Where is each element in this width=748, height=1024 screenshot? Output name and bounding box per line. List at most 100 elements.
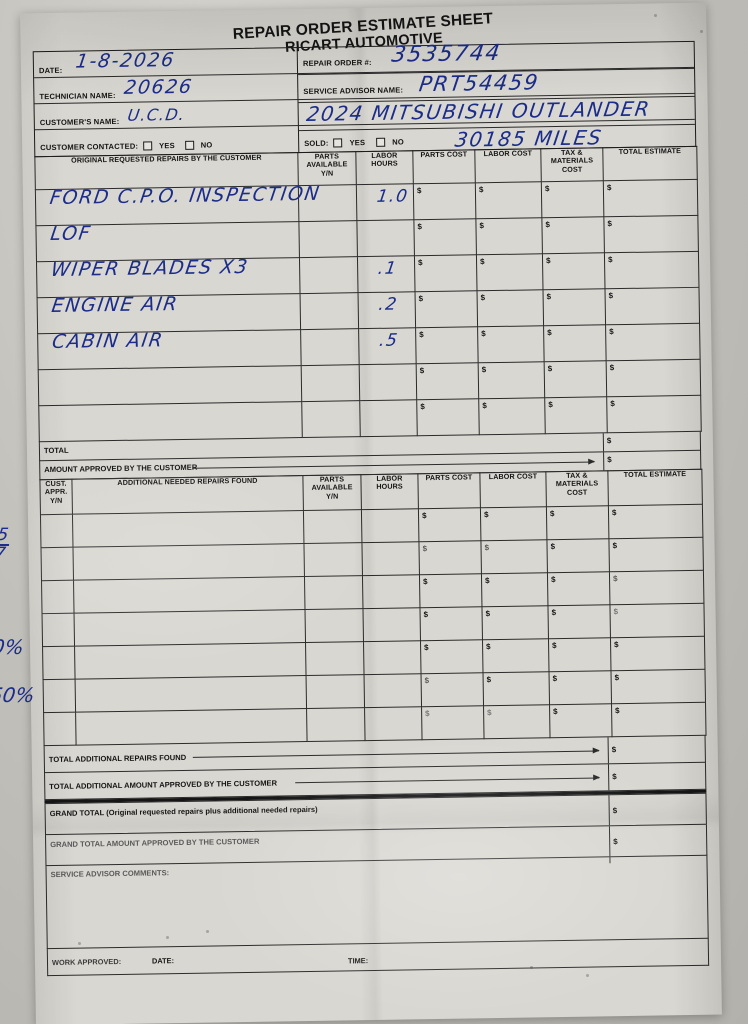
- customer-value[interactable]: U.C.D.: [126, 104, 187, 125]
- original-row-0-description-cell[interactable]: FORD C.P.O. INSPECTION: [35, 183, 322, 226]
- additional-row-1-description[interactable]: [72, 543, 305, 581]
- original-row-4-tax-cost[interactable]: $: [543, 324, 607, 362]
- original-row-0-parts-cost[interactable]: $: [413, 182, 476, 220]
- additional-row-1-labor-hours[interactable]: [361, 541, 420, 576]
- grand-total-approved-amount[interactable]: $: [608, 824, 707, 857]
- original-row-6-labor-cost[interactable]: $: [478, 397, 546, 435]
- footer-time-label[interactable]: TIME:: [347, 956, 369, 966]
- additional-row-0-labor-hours[interactable]: [361, 508, 419, 543]
- additional-row-3-parts-available[interactable]: [304, 608, 364, 643]
- additional-row-0-parts-available[interactable]: [303, 509, 362, 544]
- original-row-6-parts-cost[interactable]: $: [416, 398, 480, 436]
- original-row-2-parts-cost[interactable]: $: [414, 254, 478, 292]
- customer-contacted-yes-checkbox[interactable]: [143, 141, 153, 151]
- additional-row-5-parts-cost[interactable]: $: [421, 672, 484, 707]
- original-row-1-total-estimate[interactable]: $: [603, 215, 699, 253]
- original-row-2-description-cell[interactable]: WIPER BLADES X3: [36, 256, 301, 298]
- additional-row-0-parts-cost[interactable]: $: [418, 507, 481, 542]
- original-row-4-total-estimate[interactable]: $: [605, 323, 701, 361]
- original-row-6-total-estimate[interactable]: $: [606, 395, 702, 433]
- additional-row-2-cust-appr[interactable]: [41, 580, 75, 614]
- additional-row-5-tax-cost[interactable]: $: [548, 670, 612, 705]
- additional-row-5-description[interactable]: [75, 675, 307, 713]
- additional-row-6-parts-available[interactable]: [306, 707, 366, 742]
- additional-row-6-total-estimate[interactable]: $: [611, 702, 707, 737]
- additional-row-4-labor-hours[interactable]: [363, 640, 422, 675]
- additional-row-6-description[interactable]: [75, 708, 308, 746]
- additional-row-2-total-estimate[interactable]: $: [609, 570, 704, 605]
- additional-row-0-description[interactable]: [72, 510, 304, 548]
- original-row-4-labor-cost[interactable]: $: [477, 325, 545, 363]
- original-row-4-parts-available[interactable]: [300, 328, 360, 366]
- original-row-0-labor-hours-cell[interactable]: 1.0: [356, 183, 414, 221]
- original-row-5-labor-hours-cell[interactable]: [359, 363, 417, 401]
- original-row-3-labor-hours-cell[interactable]: .2: [358, 291, 416, 329]
- additional-row-3-description[interactable]: [74, 609, 306, 647]
- original-row-5-description-cell[interactable]: [38, 365, 302, 406]
- additional-row-5-parts-available[interactable]: [306, 674, 365, 709]
- footer-date-label[interactable]: DATE:: [151, 956, 175, 966]
- original-row-3-tax-cost[interactable]: $: [542, 288, 606, 326]
- original-row-6-description-cell[interactable]: [38, 401, 303, 442]
- additional-row-0-labor-cost[interactable]: $: [480, 506, 547, 541]
- additional-row-5-labor-cost[interactable]: $: [483, 671, 550, 706]
- original-row-2-total-estimate[interactable]: $: [604, 251, 699, 289]
- additional-row-6-labor-cost[interactable]: $: [483, 704, 551, 739]
- original-row-1-labor-cost[interactable]: $: [475, 217, 543, 255]
- original-row-5-total-estimate[interactable]: $: [606, 359, 701, 397]
- additional-row-1-tax-cost[interactable]: $: [546, 538, 610, 573]
- additional-row-3-tax-cost[interactable]: $: [547, 604, 611, 639]
- original-row-4-description-cell[interactable]: CABIN AIR: [37, 329, 302, 370]
- total-additional-repairs-found-amount[interactable]: $: [607, 735, 705, 764]
- original-total-amount[interactable]: $: [602, 431, 701, 452]
- additional-row-1-parts-cost[interactable]: $: [418, 540, 482, 575]
- customer-contacted-no-checkbox[interactable]: [184, 140, 194, 150]
- total-additional-amount-approved-amount[interactable]: $: [607, 762, 706, 791]
- original-amount-approved-amount[interactable]: $: [603, 450, 701, 471]
- mileage-value[interactable]: 30185 MILES: [453, 125, 605, 152]
- additional-row-3-cust-appr[interactable]: [42, 613, 75, 647]
- grand-total-amount[interactable]: $: [608, 793, 706, 826]
- additional-row-2-parts-cost[interactable]: $: [419, 573, 482, 608]
- additional-row-6-parts-cost[interactable]: $: [421, 705, 485, 740]
- service-advisor-value[interactable]: PRT54459: [417, 70, 541, 97]
- original-row-3-parts-available[interactable]: [300, 292, 359, 330]
- additional-row-4-description[interactable]: [74, 642, 307, 680]
- additional-row-2-parts-available[interactable]: [304, 575, 363, 610]
- technician-value[interactable]: 20626: [122, 75, 195, 99]
- additional-row-4-total-estimate[interactable]: $: [610, 636, 705, 671]
- original-row-6-parts-available[interactable]: [301, 400, 361, 438]
- sold-no-checkbox[interactable]: [376, 137, 386, 147]
- original-row-6-labor-hours-cell[interactable]: [359, 399, 418, 437]
- additional-row-3-labor-hours[interactable]: [362, 607, 421, 642]
- additional-row-1-cust-appr[interactable]: [40, 547, 74, 581]
- additional-row-3-parts-cost[interactable]: $: [419, 606, 483, 641]
- original-row-3-labor-cost[interactable]: $: [477, 289, 544, 327]
- additional-row-3-labor-cost[interactable]: $: [481, 605, 549, 640]
- original-row-6-tax-cost[interactable]: $: [544, 396, 608, 434]
- additional-row-6-labor-hours[interactable]: [364, 706, 423, 741]
- original-row-1-labor-hours-cell[interactable]: [356, 219, 415, 257]
- additional-row-4-cust-appr[interactable]: [42, 646, 76, 680]
- original-row-5-parts-available[interactable]: [301, 364, 360, 402]
- additional-row-4-tax-cost[interactable]: $: [548, 637, 611, 672]
- additional-row-0-tax-cost[interactable]: $: [546, 505, 609, 540]
- additional-row-0-cust-appr[interactable]: [40, 514, 73, 548]
- additional-row-4-labor-cost[interactable]: $: [482, 638, 549, 673]
- original-row-1-parts-cost[interactable]: $: [413, 218, 477, 256]
- original-row-2-parts-available[interactable]: [299, 256, 359, 294]
- original-row-0-total-estimate[interactable]: $: [603, 179, 698, 217]
- sold-yes-checkbox[interactable]: [333, 138, 343, 148]
- original-row-5-labor-cost[interactable]: $: [478, 361, 545, 399]
- original-row-2-labor-cost[interactable]: $: [476, 253, 543, 291]
- original-row-0-labor-cost[interactable]: $: [475, 181, 542, 219]
- additional-row-1-total-estimate[interactable]: $: [608, 537, 704, 572]
- original-row-1-parts-available[interactable]: [298, 220, 358, 258]
- original-row-3-parts-cost[interactable]: $: [415, 290, 478, 328]
- original-row-0-tax-cost[interactable]: $: [541, 180, 604, 218]
- additional-row-0-total-estimate[interactable]: $: [608, 504, 703, 539]
- service-advisor-comments-area[interactable]: SERVICE ADVISOR COMMENTS:: [45, 855, 709, 950]
- original-row-3-total-estimate[interactable]: $: [604, 287, 700, 325]
- additional-row-1-labor-cost[interactable]: $: [480, 539, 548, 574]
- additional-row-5-total-estimate[interactable]: $: [610, 669, 706, 704]
